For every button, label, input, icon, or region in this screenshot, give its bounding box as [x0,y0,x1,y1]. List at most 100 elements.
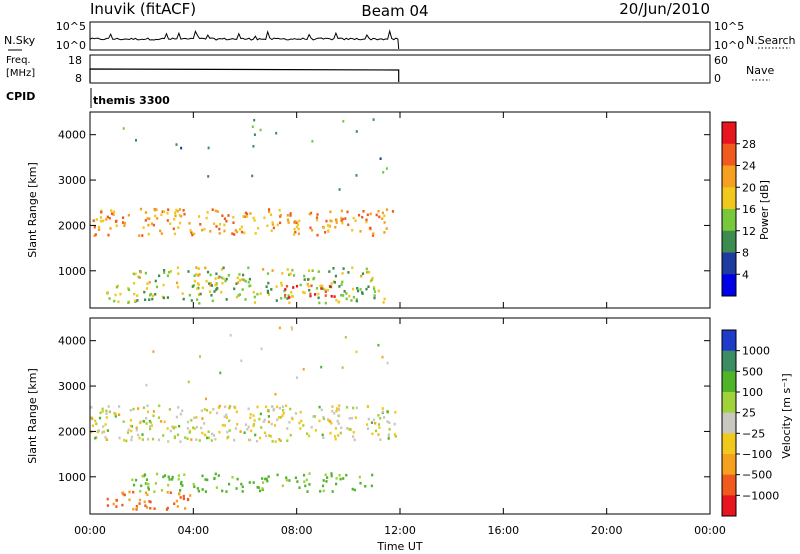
scatter-cell [356,287,359,290]
scatter-cell [365,267,368,271]
scatter-cell [260,426,263,429]
scatter-cell [346,427,349,430]
scatter-cell [336,419,339,423]
scatter-cell [359,230,362,233]
scatter-cell [366,270,369,274]
scatter-cell [113,210,116,214]
scatter-cell [236,423,239,426]
scatter-cell [186,498,190,502]
scatter-cell [128,490,131,494]
colorbar-tick-label: 12 [742,225,756,238]
scatter-cell [122,420,125,423]
scatter-cell [388,428,391,431]
scatter-cell [353,438,356,442]
nsky-tick-top: 10^5 [56,20,86,33]
scatter-cell [153,507,156,510]
scatter-cell [90,416,93,420]
scatter-cell [153,208,156,212]
scatter-cell [224,405,227,409]
x-axis-ticks: 00:00 04:00 08:00 12:00 16:00 20:00 00:00 [74,112,726,537]
scatter-cell [168,408,171,411]
scatter-cell [171,478,174,481]
scatter-cell [203,408,206,411]
scatter-cell [278,326,281,330]
scatter-cell [166,491,169,494]
scatter-cell [211,208,214,211]
scatter-cell [195,266,198,269]
scatter-cell [118,413,121,416]
scatter-cell [330,422,333,425]
scatter-cell [270,422,273,426]
scatter-cell [92,219,95,222]
scatter-cell [225,413,228,417]
scatter-cell [243,215,246,218]
scatter-cell [381,355,384,359]
scatter-cell [254,433,257,437]
scatter-cell [336,407,339,410]
scatter-cell [322,415,325,419]
x-tick-label: 16:00 [487,524,519,537]
y-tick-label: 2000 [58,219,86,232]
scatter-cell [217,406,220,409]
scatter-cell [179,482,183,486]
scatter-cell [330,472,333,475]
scatter-cell [215,282,218,285]
scatter-cell [225,298,228,301]
scatter-cell [328,224,331,228]
scatter-cell [127,428,130,432]
scatter-cell [177,474,180,477]
scatter-cell [297,223,300,226]
scatter-cell [135,426,138,430]
scatter-cell [358,475,361,479]
scatter-cell [171,475,174,479]
scatter-cell [181,409,184,412]
scatter-cell [381,211,384,215]
scatter-cell [189,494,192,497]
scatter-cell [151,294,154,298]
scatter-cell [132,483,136,487]
scatter-cell [147,232,150,236]
scatter-cell [243,278,246,282]
scatter-cell [189,229,192,232]
scatter-cell [340,209,343,213]
scatter-cell [260,347,263,351]
scatter-cell [178,492,181,495]
scatter-cell [163,271,166,274]
scatter-cell [101,407,104,411]
scatter-cell [175,499,178,503]
scatter-cell [156,217,159,220]
nsearch-label: N.Search [746,34,796,47]
scatter-cell [114,412,117,416]
scatter-cell [213,476,216,480]
scatter-cell [148,500,151,503]
scatter-cell [292,286,295,289]
scatter-cell [176,285,180,289]
scatter-cell [135,506,138,510]
scatter-cell [109,227,112,230]
scatter-cell [223,229,226,233]
scatter-cell [377,210,380,213]
scatter-cell [192,482,195,486]
scatter-cell [256,405,259,409]
scatter-cell [338,285,341,288]
colorbar-tick-label: 4 [742,268,749,281]
scatter-cell [209,273,212,277]
scatter-cell [283,289,286,293]
y-tick-label: 2000 [58,425,86,438]
scatter-cell [153,490,156,493]
colorbar-segment [722,274,736,297]
scatter-cell [97,429,100,432]
scatter-cell [221,214,224,217]
scatter-cell [322,479,325,482]
scatter-cell [132,407,135,411]
scatter-cell [382,301,385,304]
scatter-cell [138,276,141,279]
scatter-cell [250,429,253,433]
scatter-cell [137,407,140,410]
scatter-cell [152,223,155,227]
scatter-cell [293,227,296,231]
scatter-cell [371,276,374,280]
scatter-cell [161,295,164,299]
scatter-cell [132,282,136,285]
scatter-cell [240,230,244,234]
